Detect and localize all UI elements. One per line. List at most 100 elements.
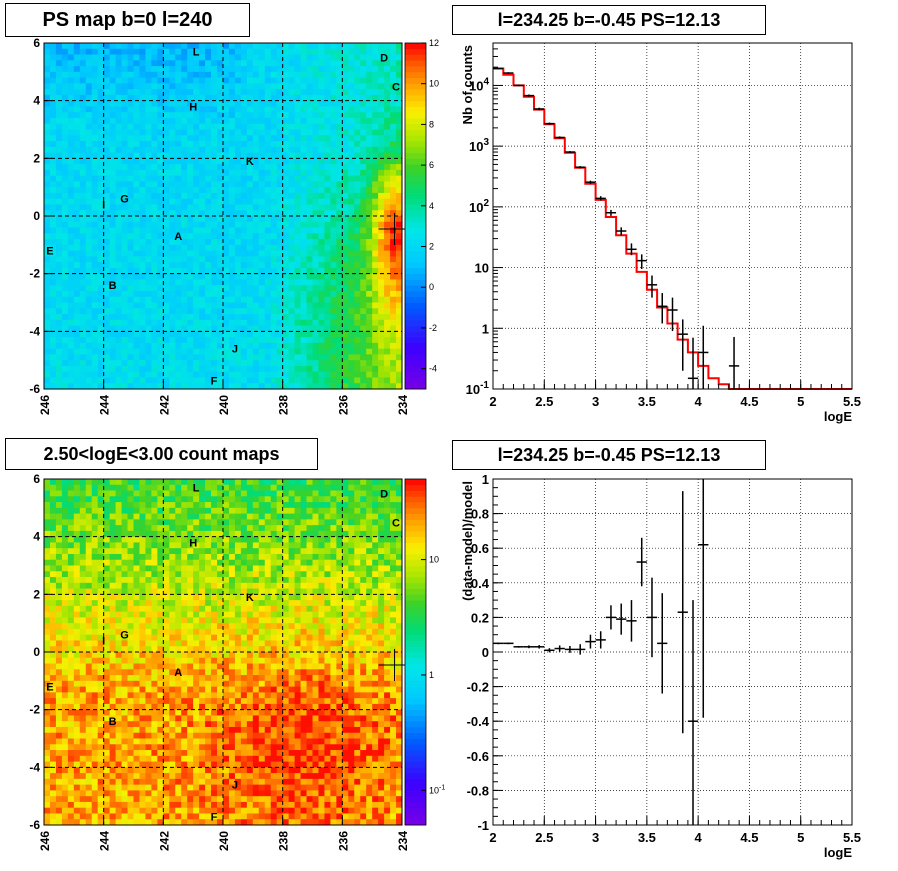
heatmap-cell bbox=[366, 129, 373, 136]
heatmap-cell bbox=[169, 239, 176, 246]
heatmap-cell bbox=[133, 761, 140, 768]
heatmap-cell bbox=[336, 129, 343, 136]
heatmap-cell bbox=[97, 100, 105, 107]
colorbar-step bbox=[405, 325, 426, 332]
heatmap-cell bbox=[103, 519, 111, 526]
heatmap-cell bbox=[163, 605, 170, 613]
heatmap-cell bbox=[44, 198, 51, 205]
heatmap-cell bbox=[133, 519, 140, 526]
heatmap-cell bbox=[97, 285, 105, 292]
heatmap-cell bbox=[348, 106, 355, 113]
heatmap-cell bbox=[109, 669, 116, 676]
heatmap-cell bbox=[115, 634, 122, 641]
heatmap-cell bbox=[133, 244, 140, 251]
heatmap-cell bbox=[342, 365, 349, 373]
heatmap-cell bbox=[246, 169, 254, 177]
heatmap-cell bbox=[79, 623, 87, 630]
heatmap-cell bbox=[55, 611, 63, 618]
heatmap-cell bbox=[163, 703, 170, 711]
heatmap-cell bbox=[97, 181, 105, 188]
heatmap-cell bbox=[55, 507, 63, 514]
heatmap-cell bbox=[175, 210, 182, 217]
heatmap-cell bbox=[145, 801, 152, 809]
heatmap-cell bbox=[294, 141, 301, 148]
heatmap-cell bbox=[288, 279, 295, 286]
heatmap-cell bbox=[223, 66, 230, 73]
heatmap-cell bbox=[318, 360, 325, 367]
heatmap-cell bbox=[115, 89, 122, 96]
heatmap-cell bbox=[306, 198, 313, 205]
heatmap-cell bbox=[115, 117, 122, 125]
heatmap-cell bbox=[115, 686, 122, 693]
heatmap-cell bbox=[97, 652, 105, 659]
heatmap-cell bbox=[396, 250, 403, 257]
heatmap-cell bbox=[324, 123, 331, 130]
heatmap-cell bbox=[163, 761, 170, 768]
heatmap-cell bbox=[223, 158, 230, 165]
heatmap-cell bbox=[318, 43, 325, 50]
heatmap-cell bbox=[378, 273, 385, 280]
heatmap-cell bbox=[67, 571, 75, 578]
heatmap-cell bbox=[44, 187, 51, 194]
heatmap-cell bbox=[97, 623, 105, 630]
heatmap-cell bbox=[73, 319, 81, 326]
heatmap-cell bbox=[276, 77, 284, 84]
heatmap-cell bbox=[193, 112, 200, 119]
heatmap-cell bbox=[55, 54, 63, 61]
heatmap-cell bbox=[330, 371, 337, 378]
heatmap-cell bbox=[330, 204, 337, 211]
heatmap-cell bbox=[127, 221, 134, 228]
heatmap-cell bbox=[193, 244, 200, 251]
heatmap-cell bbox=[276, 43, 284, 50]
heatmap-cell bbox=[61, 646, 69, 653]
heatmap-cell bbox=[246, 337, 254, 344]
heatmap-cell bbox=[127, 100, 134, 107]
heatmap-cell bbox=[49, 588, 57, 595]
heatmap-cell bbox=[240, 146, 248, 153]
heatmap-cell bbox=[264, 187, 272, 194]
heatmap-cell bbox=[79, 600, 87, 607]
heatmap-cell bbox=[252, 279, 260, 286]
heatmap-cell bbox=[318, 337, 325, 344]
heatmap-cell bbox=[157, 204, 164, 211]
heatmap-cell bbox=[360, 267, 367, 275]
heatmap-cell bbox=[318, 66, 325, 73]
heatmap-cell bbox=[270, 129, 278, 136]
heatmap-cell bbox=[133, 675, 140, 682]
heatmap-cell bbox=[306, 314, 313, 321]
heatmap-cell bbox=[336, 348, 343, 355]
heatmap-cell bbox=[330, 227, 337, 234]
heatmap-cell bbox=[67, 680, 75, 687]
heatmap-cell bbox=[139, 513, 146, 520]
heatmap-cell bbox=[318, 89, 325, 96]
heatmap-cell bbox=[223, 221, 230, 228]
heatmap-cell bbox=[396, 337, 403, 344]
heatmap-cell bbox=[330, 377, 337, 384]
heatmap-cell bbox=[234, 158, 242, 165]
heatmap-cell bbox=[324, 319, 331, 326]
heatmap-cell bbox=[127, 354, 134, 361]
heatmap-cell bbox=[336, 77, 343, 84]
colorbar-step bbox=[405, 169, 426, 177]
heatmap-cell bbox=[73, 83, 81, 90]
heatmap-cell bbox=[342, 89, 349, 96]
heatmap-cell bbox=[151, 525, 158, 532]
heatmap-cell bbox=[175, 383, 182, 390]
heatmap-cell bbox=[61, 732, 69, 739]
heatmap-cell bbox=[133, 383, 140, 390]
heatmap-cell bbox=[288, 319, 295, 326]
heatmap-cell bbox=[157, 89, 164, 96]
heatmap-cell bbox=[55, 513, 63, 520]
heatmap-cell bbox=[294, 175, 301, 182]
heatmap-cell bbox=[175, 342, 182, 350]
heatmap-cell bbox=[342, 285, 349, 292]
heatmap-cell bbox=[282, 175, 290, 182]
heatmap-cell bbox=[139, 371, 146, 378]
heatmap-cell bbox=[85, 738, 93, 745]
heatmap-cell bbox=[199, 48, 206, 55]
heatmap-cell bbox=[133, 715, 140, 722]
heatmap-cell bbox=[217, 135, 224, 142]
heatmap-cell bbox=[282, 216, 290, 223]
heatmap-cell bbox=[223, 227, 230, 234]
heatmap-cell bbox=[109, 628, 116, 636]
